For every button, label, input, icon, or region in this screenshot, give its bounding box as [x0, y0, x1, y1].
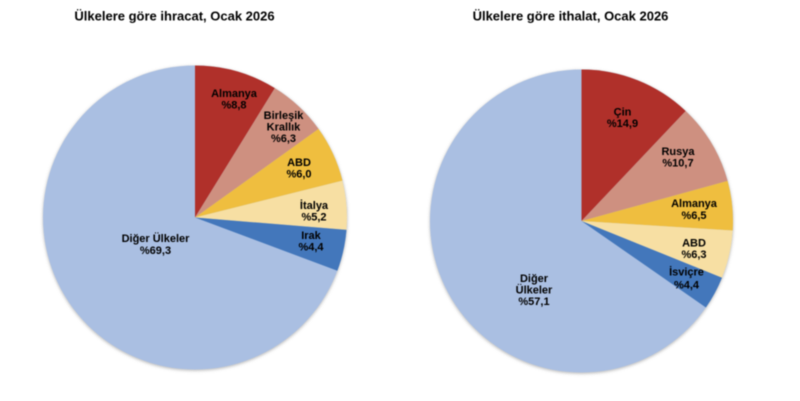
svg-text:Ülkelere göre ihracat, Ocak 20: Ülkelere göre ihracat, Ocak 2026	[74, 9, 274, 24]
svg-text:Irak%4,4: Irak %4,4	[298, 230, 324, 254]
svg-text:ABD%6,0: ABD %6,0	[286, 157, 311, 181]
svg-text:Almanya%8,8: Almanya %8,8	[211, 88, 258, 112]
svg-text:Diğer Ülkeler%69,3: Diğer Ülkeler %69,3	[122, 232, 191, 257]
svg-text:ABD%6,3: ABD %6,3	[681, 238, 706, 262]
svg-text:Çin%14,9: Çin %14,9	[607, 107, 638, 131]
svg-text:Ülkelere göre ithalat, Ocak 20: Ülkelere göre ithalat, Ocak 2026	[473, 9, 669, 24]
svg-text:Almanya%6,5: Almanya %6,5	[671, 198, 718, 222]
svg-text:Rusya%10,7: Rusya %10,7	[661, 146, 695, 170]
svg-text:İtalya%5,2: İtalya %5,2	[300, 199, 329, 224]
svg-text:İsviçre%4,4: İsviçre %4,4	[669, 266, 704, 292]
